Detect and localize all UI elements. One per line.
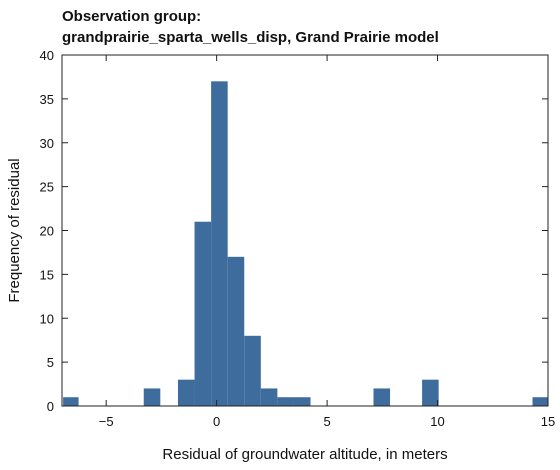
y-axis-label: Frequency of residual [6,158,23,302]
x-tick-label: 10 [430,414,444,429]
y-tick-label: 30 [40,136,54,151]
x-tick-label: 15 [541,414,555,429]
x-axis-ticks: −5 0 5 10 15 [99,55,555,429]
x-tick-label: 0 [213,414,220,429]
histogram-bar-8 [277,397,294,406]
histogram-bars [63,81,548,406]
y-tick-label: 20 [40,224,54,239]
y-tick-label: 5 [47,355,54,370]
histogram-bar-6 [244,335,261,406]
x-tick-label: −5 [99,414,114,429]
histogram-bar-11 [422,379,439,406]
histogram-bar-1 [143,388,161,406]
x-axis-label: Residual of groundwater altitude, in met… [162,446,447,463]
histogram-bar-9 [293,397,311,406]
chart-title-line2: grandprairie_sparta_wells_disp, Grand Pr… [62,29,439,46]
histogram-bar-0 [63,397,79,406]
y-tick-label: 40 [40,48,54,63]
y-axis-ticks: 0 5 10 15 20 25 30 35 40 [40,48,548,414]
x-tick-label: 5 [323,414,330,429]
histogram-bar-5 [227,256,245,406]
plot-frame [61,54,549,407]
histogram-bar-4 [211,81,228,406]
y-tick-label: 35 [40,92,54,107]
chart-title-line1: Observation group: [62,8,201,25]
histogram-bar-3 [194,221,212,406]
y-tick-label: 10 [40,311,54,326]
y-tick-label: 25 [40,180,54,195]
histogram-bar-7 [260,388,278,406]
histogram-bar-12 [532,397,548,406]
y-tick-label: 15 [40,267,54,282]
histogram-bar-2 [177,379,195,406]
y-tick-label: 0 [47,399,54,414]
histogram-bar-10 [373,388,391,406]
